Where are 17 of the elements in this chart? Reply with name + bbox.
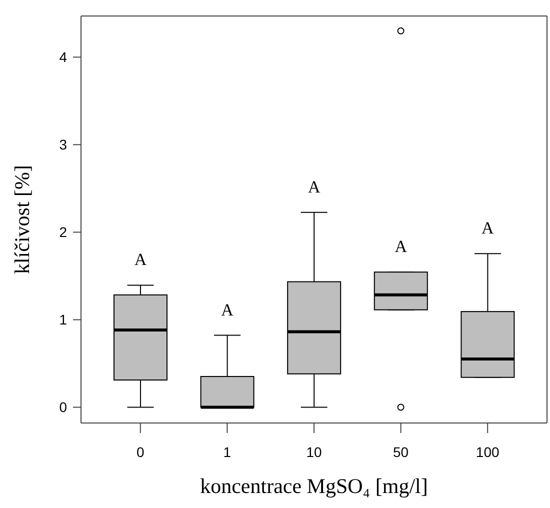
annotation: A bbox=[394, 237, 408, 256]
y-tick-label: 2 bbox=[59, 224, 68, 240]
x-tick-label: 0 bbox=[136, 444, 144, 460]
x-tick-label: 1 bbox=[223, 444, 232, 460]
x-axis-title: koncentrace MgSO₄ [mg/l] bbox=[200, 474, 428, 498]
x-tick-label: 10 bbox=[306, 444, 322, 460]
y-tick-label: 3 bbox=[59, 136, 68, 153]
x-tick-label: 100 bbox=[476, 444, 500, 460]
y-tick-label: 0 bbox=[59, 399, 68, 416]
y-axis-title: klíčivost [%] bbox=[10, 164, 34, 274]
annotation: A bbox=[134, 250, 148, 270]
annotation: A bbox=[308, 177, 321, 196]
y-tick-label: 4 bbox=[59, 49, 68, 66]
annotation: A bbox=[482, 218, 495, 238]
annotation: A bbox=[221, 300, 234, 320]
x-tick-label: 50 bbox=[393, 444, 409, 460]
y-tick-label: 1 bbox=[59, 312, 68, 328]
